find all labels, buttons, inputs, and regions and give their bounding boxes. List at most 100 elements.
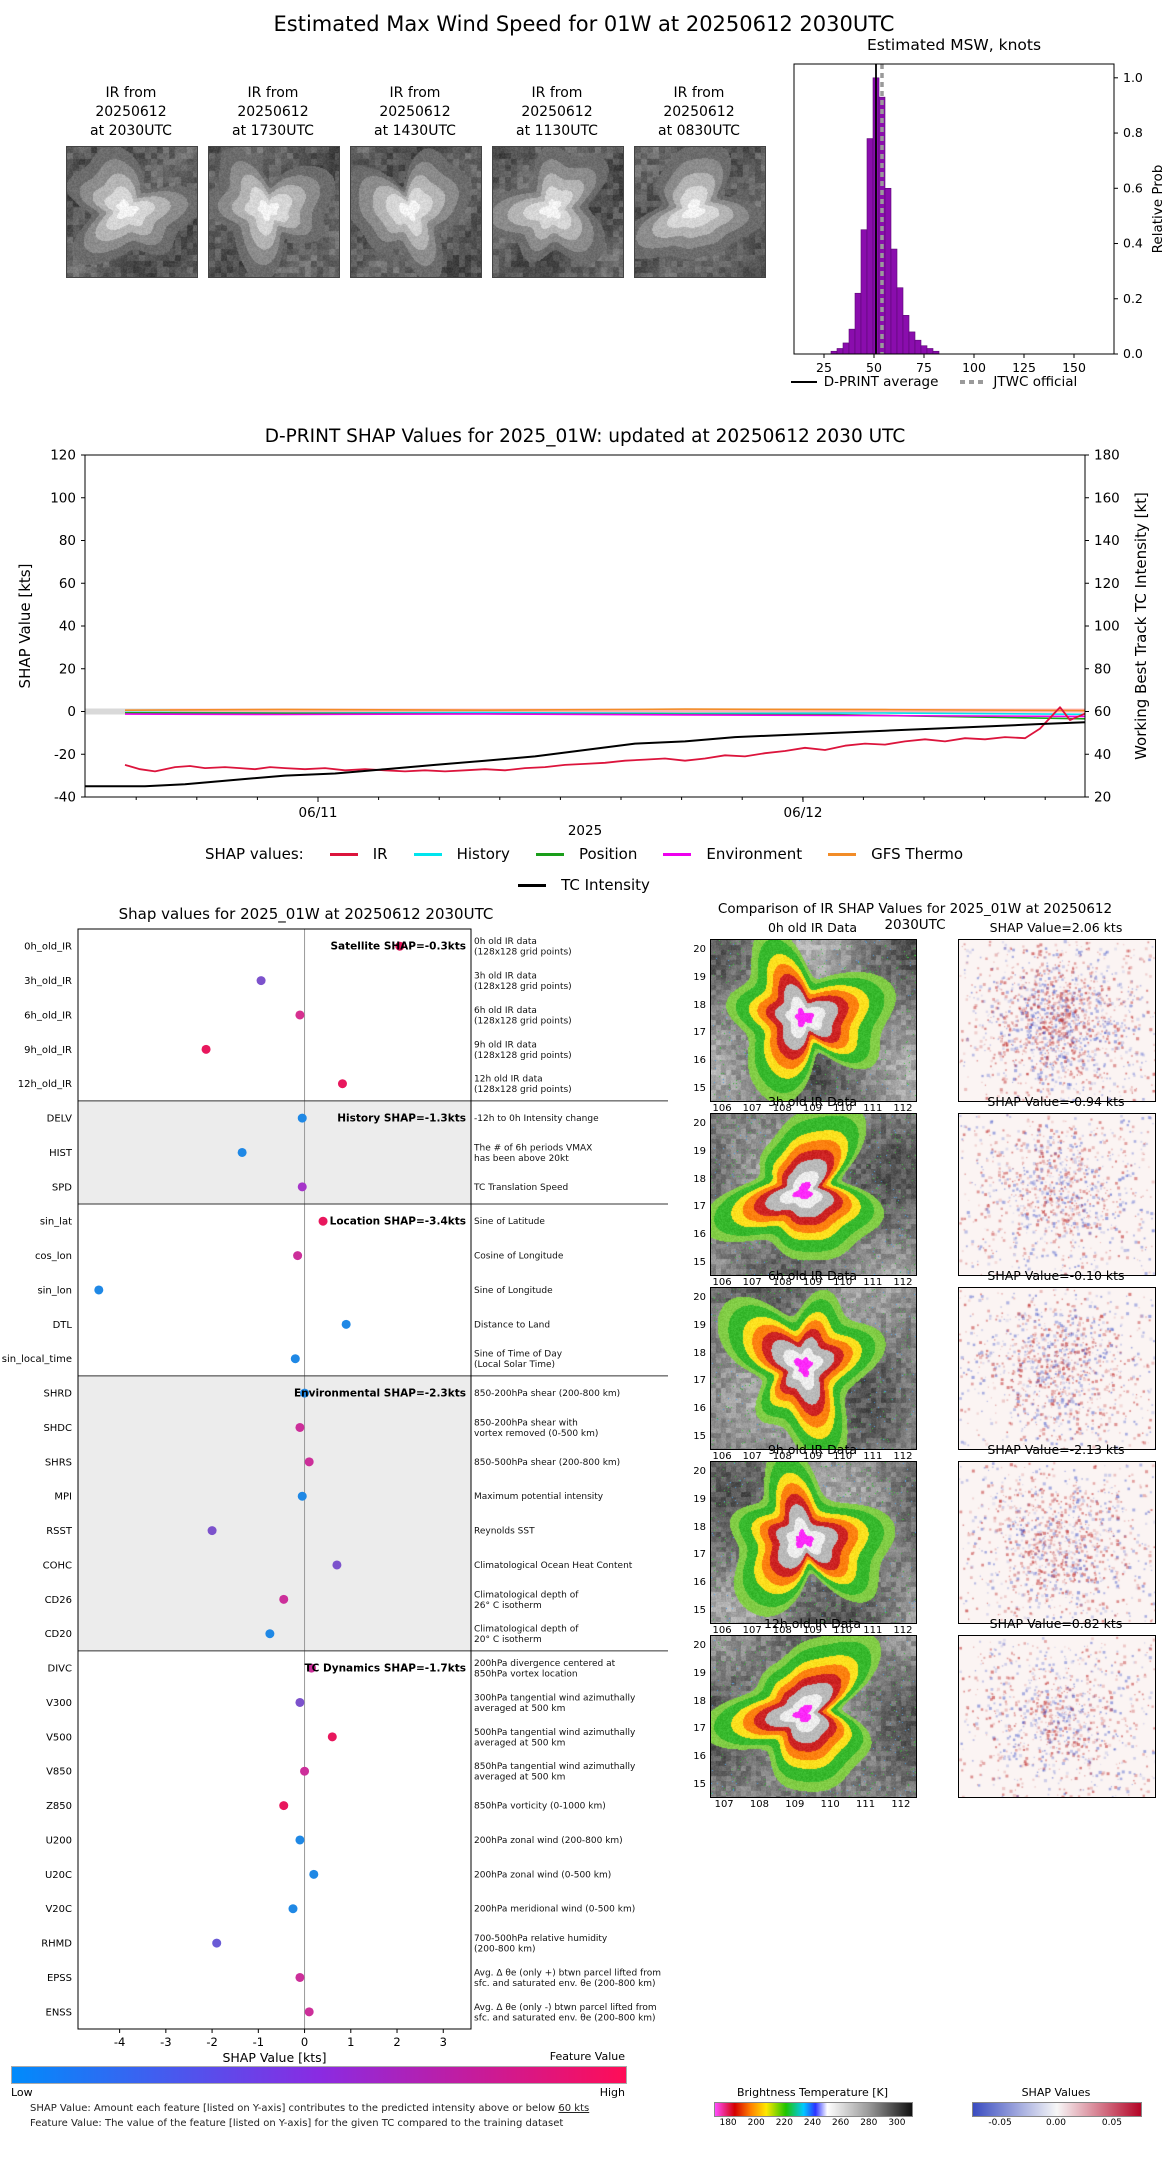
ir-xtick: 109 — [802, 1103, 823, 1114]
feature-label: 6h_old_IR — [24, 1010, 72, 1021]
colorbar-low-label: Low — [11, 2086, 33, 2099]
ir-thumbnail-image — [634, 146, 766, 278]
ir-ytick: 18 — [693, 1173, 706, 1185]
shap-dot-U20C — [309, 1869, 319, 1879]
group-shap-label: Environmental SHAP=-2.3kts — [294, 1388, 466, 1400]
dot-xtick: 0 — [301, 2035, 308, 2049]
hist-ytick: 0.8 — [1123, 125, 1143, 140]
shap-image-canvas — [958, 1287, 1156, 1450]
bt-colorbar-tick: 240 — [803, 2118, 822, 2128]
timeseries-legend-prefix: SHAP values: — [204, 845, 304, 863]
feature-description: 200hPa divergence centered at 850hPa vort… — [474, 1659, 616, 1680]
ts-ytick-right: 20 — [1094, 790, 1111, 806]
footnote-shap-value: SHAP Value: Amount each feature [listed … — [30, 2103, 589, 2114]
bt-colorbar-tick: 300 — [888, 2118, 906, 2128]
feature-label: Z850 — [46, 1801, 72, 1812]
footnote1-text: SHAP Value: Amount each feature [listed … — [30, 2103, 559, 2114]
ts-xtick: 06/12 — [784, 805, 823, 821]
ts-ylabel-right: Working Best Track TC Intensity [kt] — [1132, 492, 1150, 760]
shap-dot-V20C — [288, 1904, 298, 1914]
feature-label: U200 — [46, 1835, 72, 1846]
histogram-bar — [848, 328, 856, 355]
ir-ytick: 20 — [693, 1640, 706, 1652]
ir-image-canvas — [710, 1461, 917, 1624]
ir-ytick: 20 — [693, 944, 706, 956]
shap-image-canvas — [958, 1461, 1156, 1624]
legend-item-history: History — [413, 845, 510, 863]
ts-xlabel: 2025 — [568, 823, 602, 839]
ts-ytick-right: 80 — [1094, 661, 1111, 677]
feature-description: 0h old IR data (128x128 grid points) — [474, 937, 572, 958]
bt-colorbar-tick: 280 — [860, 2118, 878, 2128]
legend-label: TC Intensity — [561, 876, 650, 894]
feature-label: cos_lon — [35, 1251, 72, 1262]
ir-ytick: 15 — [693, 1604, 706, 1616]
feature-description: 850hPa tangential wind azimuthally averag… — [474, 1762, 636, 1783]
ts-ytick-left: -40 — [54, 790, 76, 806]
shap-image-title: SHAP Value=0.82 kts — [989, 1616, 1123, 1631]
shap-dot-SPD — [297, 1182, 307, 1192]
ir-xtick: 109 — [785, 1799, 805, 1810]
feature-description: Avg. Δ θe (only -) btwn parcel lifted fr… — [474, 2003, 657, 2024]
feature-label: sin_local_time — [2, 1354, 72, 1365]
ts-ytick-left: 80 — [59, 533, 76, 549]
shap-dot-CD20 — [265, 1629, 275, 1639]
series-gfs-thermo — [124, 708, 1086, 712]
feature-description: Sine of Latitude — [474, 1217, 545, 1227]
ts-ytick-right: 120 — [1094, 576, 1120, 592]
ir-xtick: 112 — [893, 1277, 913, 1288]
shap-image-title: SHAP Value=-0.94 kts — [987, 1094, 1125, 1109]
ir-xtick: 110 — [820, 1799, 840, 1810]
legend-item-gfs-thermo: GFS Thermo — [828, 845, 963, 863]
feature-description: 200hPa zonal wind (0-500 km) — [474, 1870, 611, 1880]
ir-ytick: 15 — [693, 1256, 706, 1268]
shap-values-colorbar-title: SHAP Values — [1021, 2086, 1091, 2099]
ir-image-canvas — [710, 1635, 917, 1798]
feature-description: 300hPa tangential wind azimuthally averag… — [474, 1693, 636, 1714]
ir-xtick: 108 — [772, 1625, 792, 1636]
shap-image-canvas — [958, 1635, 1156, 1798]
feature-label: 3h_old_IR — [24, 976, 72, 987]
feature-label: V300 — [46, 1698, 72, 1709]
ir-ytick: 19 — [693, 1319, 706, 1331]
ir-xtick: 111 — [863, 1625, 883, 1636]
feature-description: Sine of Time of Day (Local Solar Time) — [474, 1350, 563, 1371]
ir-comparison-title: Comparison of IR SHAP Values for 2025_01… — [717, 901, 1113, 933]
ir-ytick: 18 — [693, 1695, 706, 1707]
shap-dot-COHC — [332, 1560, 342, 1570]
feature-description: 12h old IR data (128x128 grid points) — [474, 1075, 572, 1096]
solid-line-swatch — [790, 381, 817, 383]
ir-thumbnail-label: IR from 20250612 at 1130UTC — [516, 85, 598, 139]
ts-ytick-right: 100 — [1094, 619, 1120, 635]
legend-item-tc-intensity: TC Intensity — [518, 876, 650, 894]
shap-image-canvas — [958, 1113, 1156, 1276]
histogram-bar — [878, 96, 886, 355]
hist-xtick: 75 — [916, 360, 932, 375]
ir-ytick: 16 — [693, 1577, 706, 1589]
hist-ytick: 0.4 — [1123, 236, 1143, 251]
histogram-bar — [884, 187, 892, 355]
dot-xtick: 1 — [347, 2035, 354, 2049]
timeseries-legend-row1: SHAP values: IR History Position Environment… — [0, 845, 1168, 863]
feature-description: 6h old IR data (128x128 grid points) — [474, 1006, 572, 1027]
feature-description: 200hPa meridional wind (0-500 km) — [474, 1905, 635, 1915]
feature-label: SHRS — [45, 1457, 72, 1468]
ir-xtick: 111 — [855, 1799, 876, 1810]
group-shap-label: TC Dynamics SHAP=-1.7kts — [305, 1663, 467, 1675]
feature-label: RSST — [46, 1526, 73, 1537]
ir-xtick: 106 — [712, 1103, 732, 1114]
shap-colorbar-tick: 0.05 — [1101, 2118, 1122, 2128]
line-swatch — [828, 852, 857, 856]
ts-ytick-right: 140 — [1094, 533, 1120, 549]
shap-dot-V850 — [300, 1766, 310, 1776]
histogram-bar — [890, 248, 898, 355]
hist-ytick: 0.0 — [1123, 346, 1143, 361]
shap-dotplot-chart: 0h_old_IR 0h old IR data (128x128 grid poi… — [2, 928, 668, 2065]
feature-label: COHC — [43, 1560, 72, 1571]
ir-ytick: 17 — [693, 1027, 706, 1039]
ts-ytick-left: 20 — [59, 661, 76, 677]
histogram-bar — [836, 348, 844, 355]
histogram-bar — [860, 229, 868, 355]
feature-description: Distance to Land — [474, 1320, 550, 1330]
